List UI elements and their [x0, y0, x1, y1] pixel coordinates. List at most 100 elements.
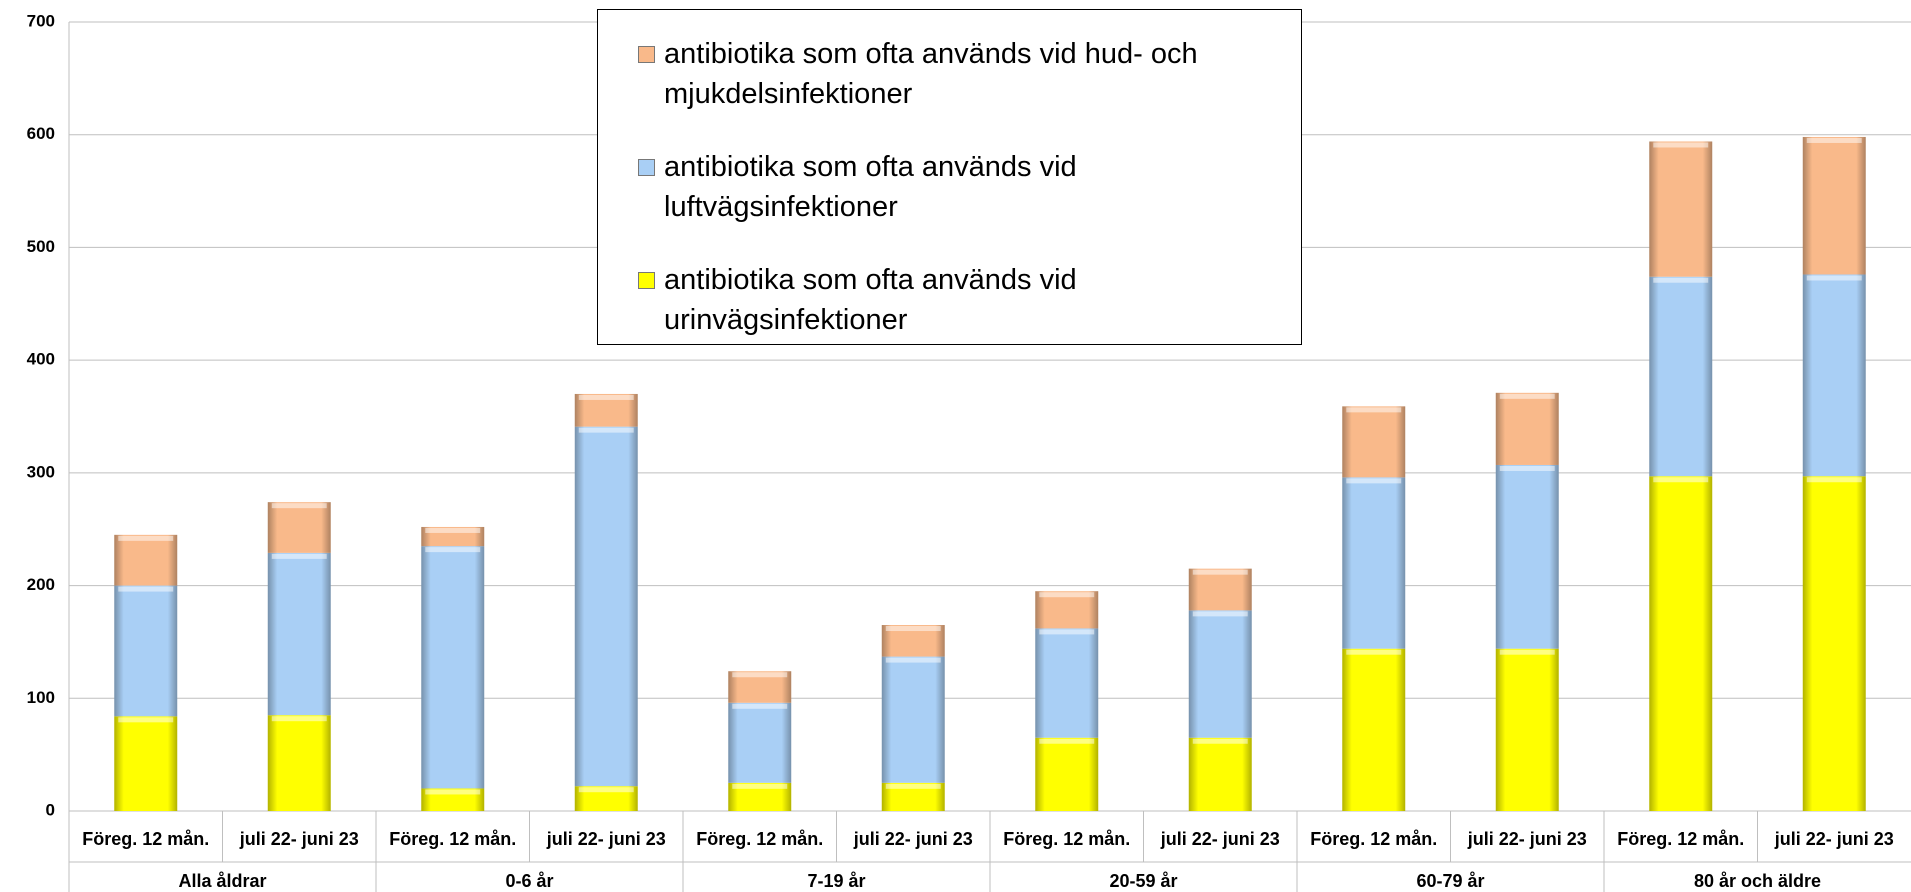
bar-highlight: [1346, 478, 1402, 484]
x-tick-label: Föreg. 12 mån.: [1617, 829, 1744, 849]
bar-shade: [1342, 406, 1406, 478]
bar-shade: [267, 715, 331, 811]
bar-highlight: [1499, 465, 1555, 471]
x-tick-label: juli 22- juni 23: [1160, 829, 1280, 849]
bar-highlight: [885, 626, 941, 632]
bar-highlight: [732, 672, 788, 678]
legend-label: antibiotika som ofta används vid hud- oc…: [664, 38, 1198, 110]
x-tick-label: juli 22- juni 23: [546, 829, 666, 849]
bar-highlight: [425, 547, 481, 553]
bar-highlight: [118, 535, 174, 541]
bar-highlight: [1039, 629, 1095, 635]
legend-label: antibiotika som ofta används vid luftväg…: [664, 151, 1077, 223]
x-tick-label: juli 22- juni 23: [1774, 829, 1894, 849]
bar-shade: [1495, 392, 1559, 465]
bar-shade: [881, 656, 945, 783]
y-tick-label: 400: [27, 350, 55, 369]
bar-highlight: [1346, 649, 1402, 655]
y-tick-label: 100: [27, 688, 55, 707]
group-label: 0-6 år: [505, 871, 553, 891]
bar-shade: [114, 716, 178, 811]
bar-shade: [1342, 477, 1406, 649]
legend-item: antibiotika som ofta används vid urinväg…: [638, 260, 1271, 340]
x-tick-label: juli 22- juni 23: [239, 829, 359, 849]
bar-shade: [1342, 648, 1406, 811]
group-label: 60-79 år: [1416, 871, 1484, 891]
bar-shade: [1802, 476, 1866, 811]
bar-highlight: [1806, 137, 1862, 143]
bar-shade: [1035, 737, 1099, 811]
y-tick-label: 500: [27, 237, 55, 256]
y-tick-label: 300: [27, 462, 55, 481]
bar-shade: [1035, 628, 1099, 738]
y-tick-label: 600: [27, 124, 55, 143]
bar-highlight: [271, 716, 327, 722]
x-tick-label: Föreg. 12 mån.: [82, 829, 209, 849]
bar-highlight: [1806, 275, 1862, 281]
legend-item: antibiotika som ofta används vid luftväg…: [638, 147, 1271, 227]
legend-label: antibiotika som ofta används vid urinväg…: [664, 264, 1077, 336]
bar-shade: [728, 702, 792, 783]
group-label: 80 år och äldre: [1694, 871, 1821, 891]
bar-highlight: [732, 703, 788, 709]
bar-highlight: [1192, 611, 1248, 617]
y-tick-label: 0: [46, 800, 55, 819]
bar-highlight: [118, 717, 174, 723]
bar-highlight: [578, 394, 634, 400]
legend-swatch: [638, 159, 655, 176]
bar-highlight: [578, 427, 634, 433]
bar-shade: [1495, 464, 1559, 649]
legend-item: antibiotika som ofta används vid hud- oc…: [638, 34, 1271, 114]
bar-shade: [574, 426, 638, 787]
x-tick-label: Föreg. 12 mån.: [1003, 829, 1130, 849]
bar-shade: [1188, 610, 1252, 738]
x-tick-label: Föreg. 12 mån.: [696, 829, 823, 849]
bar-shade: [1495, 648, 1559, 811]
bar-shade: [1649, 276, 1713, 477]
bar-shade: [1188, 568, 1252, 611]
bar-highlight: [1192, 738, 1248, 744]
bar-shade: [1649, 476, 1713, 811]
bar-shade: [1649, 141, 1713, 277]
bar-shade: [267, 552, 331, 716]
bar-highlight: [1499, 393, 1555, 399]
bar-highlight: [1499, 649, 1555, 655]
bar-highlight: [1346, 407, 1402, 413]
bar-highlight: [1039, 738, 1095, 744]
bar-highlight: [271, 503, 327, 509]
bar-highlight: [885, 657, 941, 663]
group-label: Alla åldrar: [178, 871, 266, 891]
y-tick-label: 700: [27, 11, 55, 30]
bar-shade: [114, 534, 178, 586]
group-label: 20-59 år: [1109, 871, 1177, 891]
bar-shade: [1802, 274, 1866, 477]
bar-highlight: [271, 553, 327, 559]
group-label: 7-19 år: [807, 871, 865, 891]
y-tick-label: 200: [27, 575, 55, 594]
bar-highlight: [425, 789, 481, 795]
bar-highlight: [425, 527, 481, 533]
bar-highlight: [1653, 142, 1709, 148]
bar-shade: [267, 502, 331, 553]
bar-highlight: [1039, 592, 1095, 598]
x-tick-label: Föreg. 12 mån.: [1310, 829, 1437, 849]
bar-shade: [1035, 591, 1099, 629]
x-tick-label: juli 22- juni 23: [1467, 829, 1587, 849]
bar-shade: [1802, 136, 1866, 275]
bar-highlight: [885, 783, 941, 789]
bar-highlight: [1192, 569, 1248, 575]
legend-swatch: [638, 272, 655, 289]
bar-highlight: [732, 783, 788, 789]
bar-highlight: [1653, 277, 1709, 283]
bar-shade: [421, 546, 485, 789]
bar-shade: [114, 585, 178, 717]
bar-highlight: [118, 586, 174, 592]
x-tick-label: juli 22- juni 23: [853, 829, 973, 849]
bar-highlight: [1653, 477, 1709, 483]
bar-highlight: [1806, 477, 1862, 483]
x-tick-label: Föreg. 12 mån.: [389, 829, 516, 849]
legend: antibiotika som ofta används vid hud- oc…: [597, 9, 1302, 345]
legend-swatch: [638, 46, 655, 63]
